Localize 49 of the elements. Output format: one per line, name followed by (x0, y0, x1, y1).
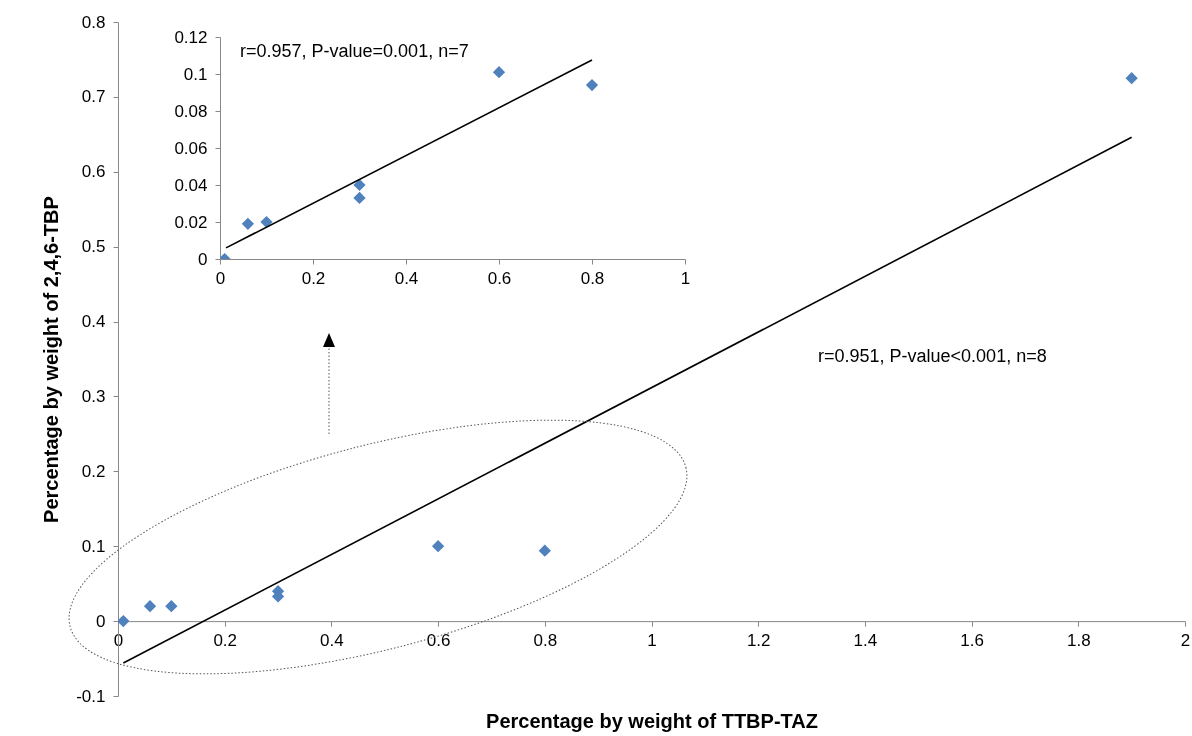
x-tick-label: 0.4 (320, 630, 344, 650)
y-tick-label: 0.04 (174, 175, 208, 195)
y-axis-title: Percentage by weight of 2,4,6-TBP (40, 196, 63, 523)
y-tick-label: 0.08 (174, 101, 208, 121)
y-tick-label: 0.4 (81, 312, 106, 332)
annotation: r=0.957, P-value=0.001, n=7 (240, 41, 469, 61)
point (353, 178, 366, 192)
y-tick-label: 0.2 (81, 461, 106, 481)
x-tick-label: 0.6 (426, 630, 451, 650)
point (143, 600, 157, 613)
x-tick-label: 0.8 (533, 630, 558, 650)
y-tick-label: 0 (96, 611, 106, 631)
point (241, 217, 255, 230)
y-tick-label: 0.1 (81, 536, 106, 556)
point (538, 544, 551, 557)
x-tick-label: 0.8 (580, 268, 605, 288)
y-tick-label: 0.7 (81, 87, 106, 107)
y-tick-label: 0.3 (81, 386, 106, 406)
x-tick-label: 0.4 (394, 268, 419, 288)
x-tick-label: 1 (647, 630, 657, 650)
x-tick-label: 1.2 (746, 630, 771, 650)
point (492, 66, 506, 79)
x-tick-label: 2 (1180, 630, 1191, 650)
point (118, 614, 130, 628)
x-tick-label: 0.2 (213, 630, 238, 650)
y-tick-label: 0.06 (174, 138, 208, 158)
point (165, 600, 178, 613)
x-tick-label: 1 (680, 268, 691, 288)
point (431, 540, 445, 553)
x-tick-label: 0.6 (487, 268, 512, 288)
y-tick-label: 0.1 (183, 64, 208, 84)
point (260, 215, 273, 229)
y-tick-label: 0.8 (81, 12, 106, 32)
x-tick-label: 1.4 (853, 630, 878, 650)
y-tick-label: -0.1 (76, 686, 106, 706)
x-tick-label: 0 (215, 268, 226, 288)
y-tick-label: 0 (198, 249, 208, 269)
y-tick-label: 0.5 (81, 237, 106, 257)
x-tick-label: 1.6 (960, 630, 984, 650)
annotation: r=0.951, P-value<0.001, n=8 (818, 346, 1047, 366)
x-tick-label: 0.2 (301, 268, 326, 288)
point (1125, 72, 1138, 85)
y-tick-label: 0.12 (174, 27, 208, 47)
x-axis-title: Percentage by weight of TTBP-TAZ (486, 709, 818, 732)
point (353, 191, 366, 205)
y-tick-label: 0.6 (81, 162, 106, 182)
y-tick-label: 0.02 (174, 212, 208, 232)
point (585, 78, 599, 92)
x-tick-label: 1.8 (1066, 630, 1091, 650)
